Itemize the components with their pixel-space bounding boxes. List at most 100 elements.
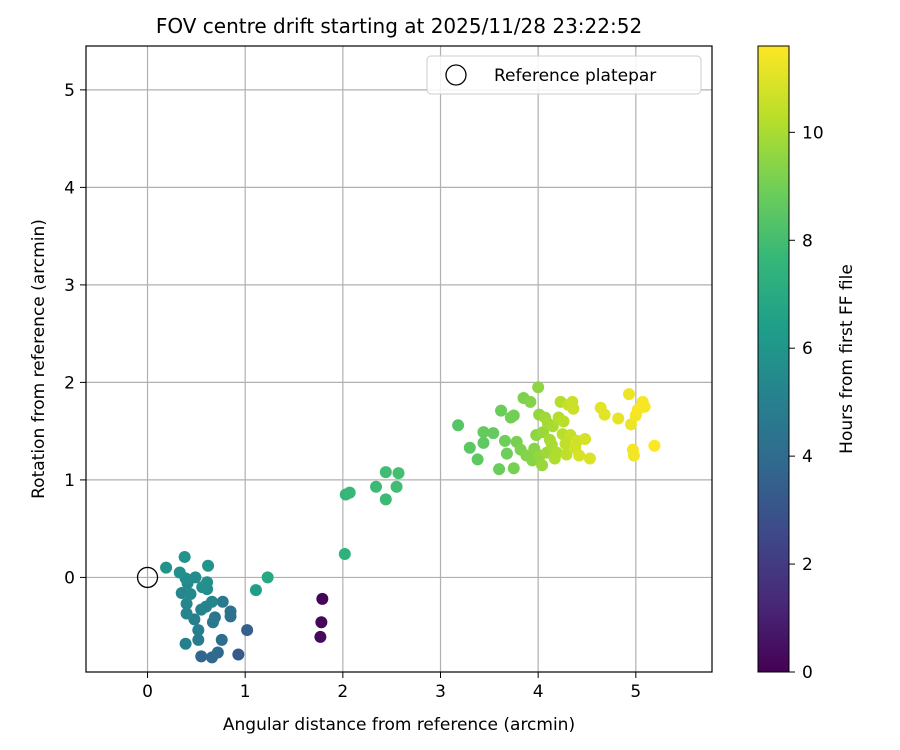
data-point <box>206 616 219 629</box>
colorbar-tick-label: 6 <box>802 339 813 359</box>
data-point <box>338 548 351 561</box>
colorbar: 0 2 4 6 8 10 Hours from first FF file <box>757 45 857 683</box>
y-axis-ticks: 0 1 2 3 4 5 <box>64 81 86 588</box>
data-point <box>638 400 651 413</box>
data-point <box>184 587 197 600</box>
data-point <box>557 415 570 428</box>
data-point <box>316 592 329 605</box>
data-point <box>314 630 327 643</box>
data-point <box>232 648 245 661</box>
data-point <box>500 447 513 460</box>
chart-title: FOV centre drift starting at 2025/11/28 … <box>156 14 642 38</box>
data-point <box>550 446 563 459</box>
y-tick-label: 1 <box>64 471 75 491</box>
data-point <box>201 576 214 589</box>
legend: Reference platepar <box>426 55 702 95</box>
data-point <box>507 409 520 422</box>
data-point <box>537 426 550 439</box>
data-point <box>471 453 484 466</box>
data-point <box>536 459 549 472</box>
data-point <box>493 463 506 476</box>
x-tick-label: 3 <box>435 682 446 702</box>
data-point <box>392 467 405 480</box>
data-points <box>160 381 661 664</box>
data-point <box>622 388 635 401</box>
data-point <box>179 637 192 650</box>
y-tick-label: 4 <box>64 178 75 198</box>
data-point <box>211 646 224 659</box>
data-point <box>379 493 392 506</box>
data-point <box>215 633 228 646</box>
data-point <box>648 439 661 452</box>
x-axis-label: Angular distance from reference (arcmin) <box>223 715 575 735</box>
x-tick-label: 1 <box>240 682 251 702</box>
data-point <box>189 571 202 584</box>
x-tick-label: 5 <box>630 682 641 702</box>
data-point <box>180 607 193 620</box>
data-point <box>452 419 465 432</box>
x-tick-label: 0 <box>142 682 153 702</box>
data-point <box>315 616 328 629</box>
data-point <box>379 466 392 479</box>
data-point <box>175 587 188 600</box>
data-point <box>192 633 205 646</box>
data-point <box>180 597 193 610</box>
y-tick-label: 5 <box>64 81 75 101</box>
colorbar-label: Hours from first FF file <box>837 264 857 454</box>
data-point <box>370 480 383 493</box>
x-tick-label: 2 <box>337 682 348 702</box>
x-tick-label: 4 <box>533 682 544 702</box>
data-point <box>205 595 218 608</box>
data-point <box>477 436 490 449</box>
y-tick-label: 2 <box>64 373 75 393</box>
data-point <box>487 427 500 440</box>
colorbar-ticks: 0 2 4 6 8 10 <box>789 123 824 683</box>
colorbar-tick-label: 8 <box>802 231 813 251</box>
data-point <box>249 584 262 597</box>
data-point <box>178 550 191 563</box>
data-point <box>567 402 580 415</box>
colorbar-tick-label: 0 <box>802 663 813 683</box>
data-point <box>343 486 356 499</box>
data-point <box>559 437 572 450</box>
data-point <box>524 395 537 408</box>
data-point <box>598 408 611 421</box>
data-point <box>216 595 229 608</box>
y-tick-label: 0 <box>64 568 75 588</box>
data-point <box>532 381 545 394</box>
data-point <box>477 426 490 439</box>
data-point <box>624 418 637 431</box>
y-tick-label: 3 <box>64 276 75 296</box>
data-point <box>241 624 254 637</box>
data-point <box>579 432 592 445</box>
reference-marker-group <box>136 566 159 589</box>
data-point <box>463 441 476 454</box>
reference-marker <box>136 566 159 589</box>
data-point <box>160 561 173 574</box>
data-point <box>583 452 596 465</box>
data-point <box>546 420 559 433</box>
colorbar-tick-label: 4 <box>802 447 813 467</box>
x-axis-ticks: 0 1 2 3 4 5 <box>142 672 641 702</box>
data-point <box>612 412 625 425</box>
colorbar-gradient <box>757 45 790 673</box>
plot-frame <box>85 45 713 673</box>
data-point <box>627 449 640 462</box>
data-point <box>573 449 586 462</box>
data-point <box>261 571 274 584</box>
data-point <box>202 559 215 572</box>
data-point <box>173 566 186 579</box>
y-axis-label: Rotation from reference (arcmin) <box>29 219 49 499</box>
legend-marker <box>445 64 467 86</box>
legend-box <box>426 55 702 95</box>
legend-label: Reference platepar <box>494 66 656 86</box>
grid-lines <box>86 46 712 672</box>
data-point <box>560 448 573 461</box>
data-point <box>192 624 205 637</box>
colorbar-tick-label: 2 <box>802 555 813 575</box>
data-point <box>390 480 403 493</box>
data-point <box>507 462 520 475</box>
data-point <box>195 650 208 663</box>
data-point <box>495 404 508 417</box>
